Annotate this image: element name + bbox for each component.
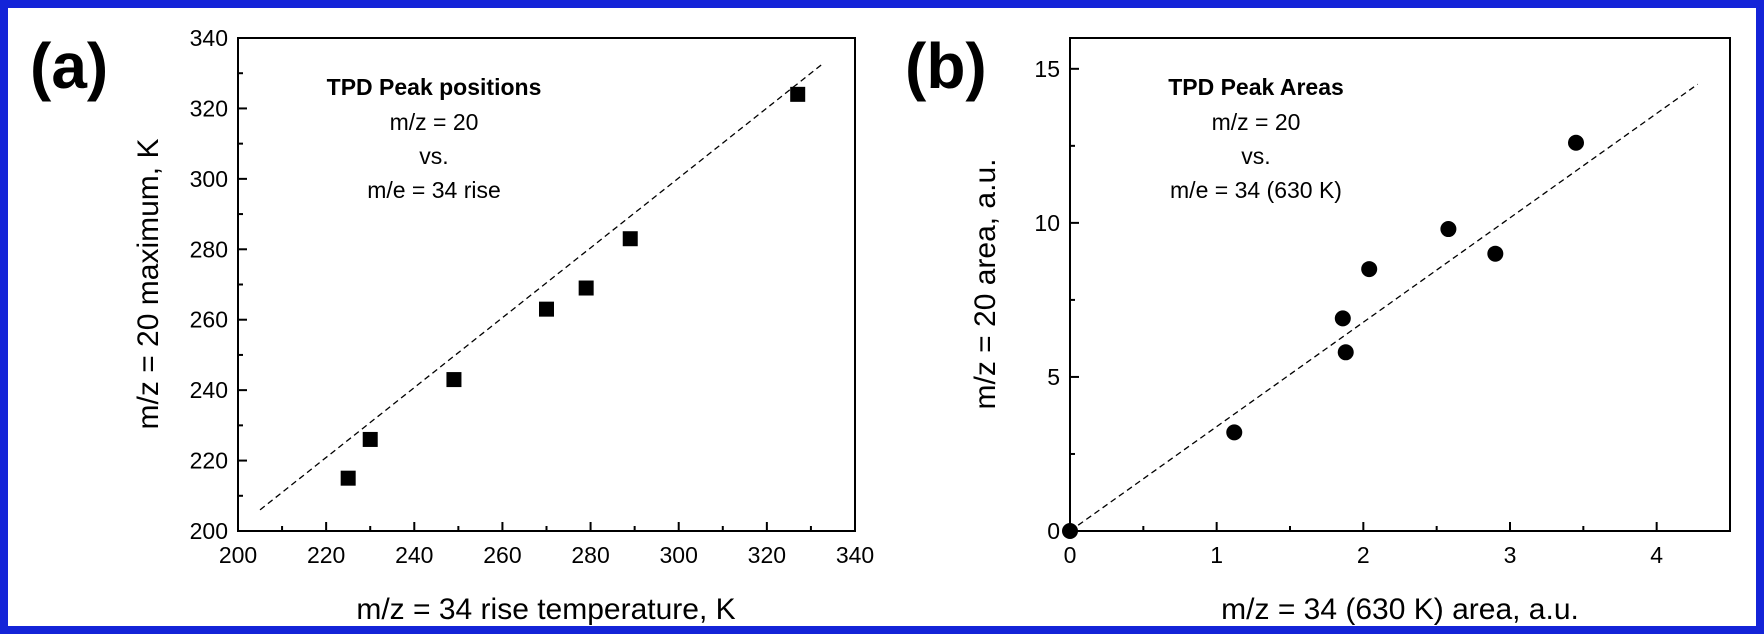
panel-a-data-point bbox=[578, 280, 594, 296]
panel-b-ticks: 0 1 2 3 4 0 5 10 15 bbox=[1034, 56, 1663, 568]
panel-b-annotation-title: TPD Peak Areas bbox=[1168, 74, 1344, 100]
panel-b-points bbox=[1062, 134, 1584, 539]
panel-a-annotation-line-2: vs. bbox=[419, 143, 448, 169]
panel-a-annotation-title: TPD Peak positions bbox=[327, 74, 542, 100]
panel-a-annotation-line-3: m/e = 34 rise bbox=[367, 177, 501, 203]
panel-a-data-point bbox=[539, 301, 554, 317]
panel-b-annotation-line-2: vs. bbox=[1241, 143, 1270, 169]
panel-b-x-tick-label: 4 bbox=[1650, 542, 1663, 568]
panel-a-data-point bbox=[790, 86, 806, 102]
panel-b-trend-line bbox=[1069, 83, 1699, 532]
panel-a-y-tick-label: 300 bbox=[190, 166, 228, 192]
panel-a: (a) 200 220 240 260 280 300 320 340 200 220 240 260… bbox=[30, 25, 874, 626]
panel-a-y-axis-label: m/z = 20 maximum, K bbox=[132, 139, 165, 430]
panel-b-data-point bbox=[1334, 310, 1351, 327]
panel-a-y-tick-label: 240 bbox=[190, 377, 228, 403]
panel-a-data-point bbox=[340, 470, 356, 486]
panel-a-y-tick-label: 320 bbox=[190, 95, 228, 121]
panel-a-x-tick-label: 240 bbox=[395, 542, 433, 568]
panel-b-data-point bbox=[1440, 221, 1457, 238]
panel-a-x-tick-label: 340 bbox=[836, 542, 874, 568]
panel-b-data-point bbox=[1226, 424, 1243, 441]
panel-a-y-tick-label: 340 bbox=[190, 25, 228, 51]
panel-b-y-axis-label: m/z = 20 area, a.u. bbox=[969, 159, 1002, 410]
panel-b: (b) 0 1 2 3 4 0 5 10 15 m/z = 34 (630 K) area, a… bbox=[905, 30, 1731, 626]
panel-a-label: (a) bbox=[30, 30, 108, 102]
panel-a-ticks: 200 220 240 260 280 300 320 340 200 220 240 260 280 3… bbox=[190, 25, 875, 568]
panel-b-trend-line-path bbox=[1069, 83, 1699, 532]
panel-a-x-tick-label: 220 bbox=[307, 542, 345, 568]
panel-a-x-tick-label: 300 bbox=[660, 542, 698, 568]
panel-b-x-tick-label: 3 bbox=[1504, 542, 1517, 568]
panel-b-y-tick-label: 15 bbox=[1034, 56, 1060, 82]
panel-b-data-point bbox=[1062, 523, 1078, 539]
panel-b-x-tick-label: 0 bbox=[1064, 542, 1077, 568]
panel-a-y-tick-label: 260 bbox=[190, 307, 228, 333]
panel-a-x-tick-label: 280 bbox=[571, 542, 609, 568]
panel-b-data-point bbox=[1361, 261, 1378, 278]
panel-a-annotation-line-1: m/z = 20 bbox=[390, 109, 479, 135]
panel-a-x-axis-label: m/z = 34 rise temperature, K bbox=[356, 593, 735, 626]
panel-b-annotation-line-3: m/e = 34 (630 K) bbox=[1170, 177, 1342, 203]
panel-a-data-point bbox=[622, 231, 638, 247]
panel-b-y-tick-label: 10 bbox=[1034, 210, 1060, 236]
panel-b-x-tick-label: 2 bbox=[1357, 542, 1370, 568]
panel-a-x-tick-label: 200 bbox=[219, 542, 257, 568]
panel-a-points bbox=[340, 86, 806, 486]
panel-b-label: (b) bbox=[905, 30, 987, 102]
panel-b-data-point bbox=[1337, 344, 1354, 361]
panel-a-y-tick-label: 200 bbox=[190, 518, 228, 544]
panel-a-y-tick-label: 280 bbox=[190, 236, 228, 262]
panel-a-data-point bbox=[446, 372, 462, 388]
panel-b-x-tick-label: 1 bbox=[1210, 542, 1223, 568]
panel-b-annotation-line-1: m/z = 20 bbox=[1212, 109, 1301, 135]
panel-b-y-tick-label: 5 bbox=[1047, 364, 1060, 390]
panel-a-x-tick-label: 260 bbox=[483, 542, 521, 568]
panel-b-plot-frame bbox=[1069, 37, 1731, 532]
panel-b-y-tick-label: 0 bbox=[1047, 518, 1060, 544]
panel-a-x-tick-label: 320 bbox=[748, 542, 786, 568]
panel-b-x-axis-label: m/z = 34 (630 K) area, a.u. bbox=[1221, 593, 1579, 626]
panel-b-data-point bbox=[1487, 245, 1504, 262]
panel-a-y-tick-label: 220 bbox=[190, 448, 228, 474]
panel-b-data-point bbox=[1568, 134, 1584, 151]
panel-a-data-point bbox=[362, 431, 378, 447]
